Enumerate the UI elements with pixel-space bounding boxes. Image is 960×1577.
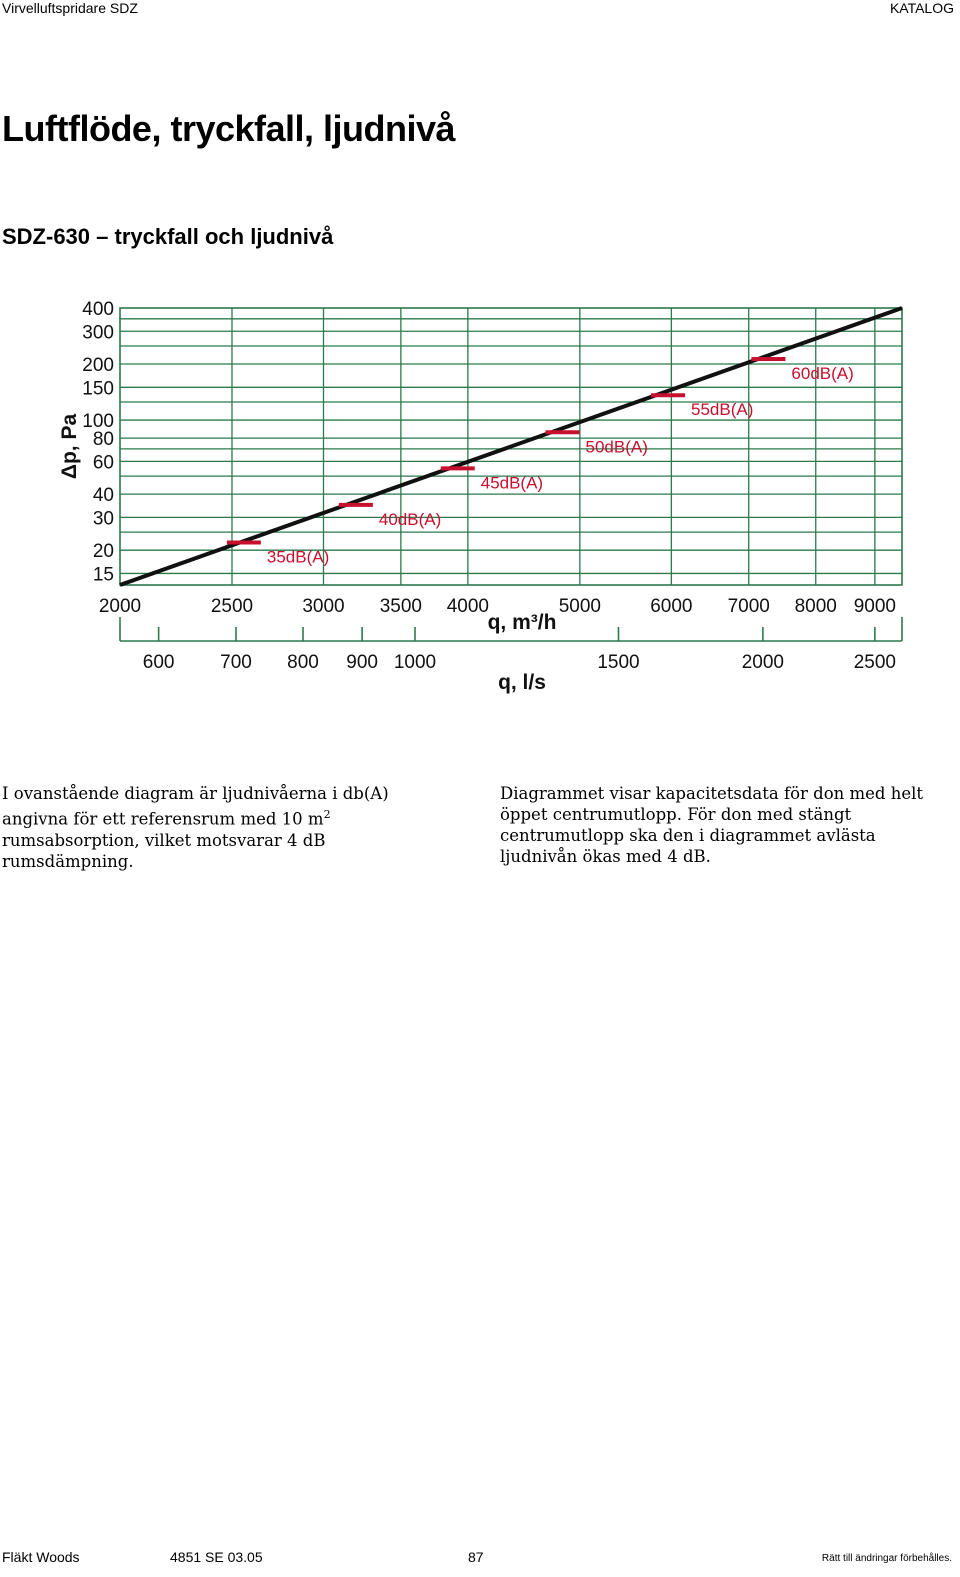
y-tick-label: 100 [82,411,114,432]
chart-grid [119,307,903,642]
y-tick-label: 300 [82,322,114,343]
chart-lines [119,306,903,587]
y-tick-label: 15 [93,564,114,585]
x-tick-label: 6000 [650,596,692,617]
sound-level-label: 35dB(A) [267,547,329,566]
y-tick-label: 150 [82,378,114,399]
x-tick-label: 2000 [99,596,141,617]
p1-text-b: rumsabsorption, vilket motsvarar 4 dB ru… [2,830,326,871]
footer-note: Rätt till ändringar förbehålles. [821,1553,952,1564]
sound-level-label: 45dB(A) [481,473,543,492]
paragraph-capacity: Diagrammet visar kapacitetsdata för don … [500,784,924,866]
footer-doc-number: 4851 SE 03.05 [170,1549,263,1565]
secondary-tick-label: 800 [287,652,319,673]
secondary-tick-label: 1500 [597,652,639,673]
secondary-tick-label: 2500 [854,652,896,673]
chart-subtitle: SDZ-630 – tryckfall och ljudnivå [2,224,334,249]
sound-level-label: 60dB(A) [791,364,853,383]
x-tick-label: 9000 [854,596,896,617]
secondary-axis-label: q, l/s [498,671,546,694]
header-product: Virvelluftspridare SDZ [2,0,138,16]
p1-superscript: 2 [323,808,331,821]
x-tick-label: 3500 [380,596,422,617]
secondary-tick-label: 900 [346,652,378,673]
footer-company: Fläkt Woods [2,1549,80,1565]
y-axis-label: Δp, Pa [58,414,81,480]
sound-level-label: 50dB(A) [586,437,648,456]
footer-page-number: 87 [468,1549,484,1565]
plot-frame [119,307,903,586]
x-tick-label: 3000 [302,596,344,617]
x-tick-label: 7000 [728,596,770,617]
x-tick-label: 5000 [559,596,601,617]
sound-level-label: 55dB(A) [691,400,753,419]
secondary-tick-label: 600 [143,652,175,673]
x-tick-label: 8000 [795,596,837,617]
y-tick-label: 400 [82,299,114,320]
secondary-tick-label: 700 [220,652,252,673]
y-tick-label: 60 [93,452,114,473]
x-tick-label: 4000 [447,596,489,617]
x-tick-label: 2500 [211,596,253,617]
pressure-drop-line [119,306,903,587]
header-catalog: KATALOG [889,0,954,16]
secondary-tick-label: 1000 [394,652,436,673]
page-title: Luftflöde, tryckfall, ljudnivå [2,108,456,149]
y-tick-label: 40 [93,485,114,506]
y-tick-label: 30 [93,508,114,529]
y-tick-label: 80 [93,429,114,450]
p1-text-a: I ovanstående diagram är ljudnivåerna i … [2,784,389,829]
y-tick-label: 200 [82,355,114,376]
x-axis-label: q, m³/h [488,611,557,634]
paragraph-reference-room: I ovanstående diagram är ljudnivåerna i … [2,783,452,872]
y-tick-label: 20 [93,541,114,562]
sound-level-label: 40dB(A) [379,510,441,529]
secondary-tick-label: 2000 [742,652,784,673]
